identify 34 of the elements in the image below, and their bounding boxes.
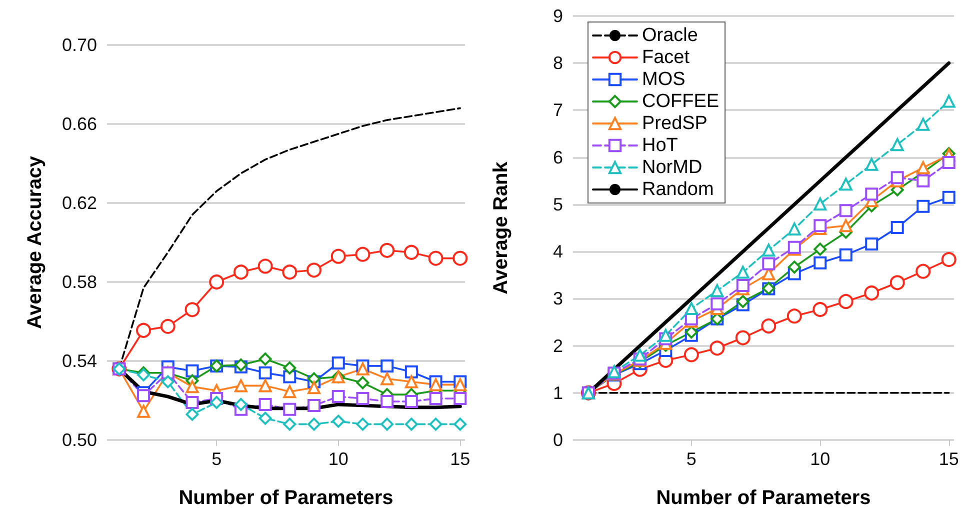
y-tick-label: 0.58 — [62, 272, 97, 292]
x-tick-label: 5 — [212, 449, 222, 469]
y-tick-label: 3 — [552, 288, 563, 309]
y-tick-label: 1 — [552, 382, 563, 403]
y-tick-label: 4 — [552, 242, 563, 262]
y-tick-label: 0 — [552, 430, 563, 450]
legend-label: COFFEE — [642, 91, 720, 112]
y-tick-label: 8 — [552, 53, 563, 74]
y-axis-title: Average Accuracy — [24, 155, 46, 330]
y-tick-label: 5 — [552, 194, 563, 214]
legend-label: HoT — [642, 135, 678, 156]
x-tick-label: 5 — [686, 449, 696, 469]
y-tick-label: 6 — [552, 147, 563, 168]
y-tick-label: 2 — [552, 336, 563, 356]
legend-label: PredSP — [642, 113, 708, 134]
y-tick-label: 9 — [552, 6, 563, 26]
y-tick-label: 0.54 — [62, 351, 97, 371]
x-axis-title: Number of Parameters — [656, 487, 871, 509]
legend-label: Oracle — [642, 25, 698, 46]
y-tick-label: 7 — [552, 100, 563, 120]
x-tick-label: 10 — [810, 449, 830, 469]
y-axis-title: Average Rank — [490, 160, 512, 294]
y-tick-label: 0.50 — [62, 430, 97, 450]
y-tick-label: 0.62 — [62, 193, 97, 213]
x-tick-label: 15 — [450, 449, 470, 469]
legend-label: Facet — [642, 47, 690, 68]
y-tick-label: 0.70 — [62, 35, 97, 55]
y-tick-label: 0.66 — [62, 114, 97, 134]
x-axis-title: Number of Parameters — [178, 487, 394, 509]
x-tick-label: 10 — [328, 449, 348, 469]
legend-label: MOS — [642, 69, 686, 90]
legend-label: Random — [642, 179, 714, 200]
legend-label: NorMD — [642, 157, 702, 178]
x-tick-label: 15 — [938, 449, 959, 469]
